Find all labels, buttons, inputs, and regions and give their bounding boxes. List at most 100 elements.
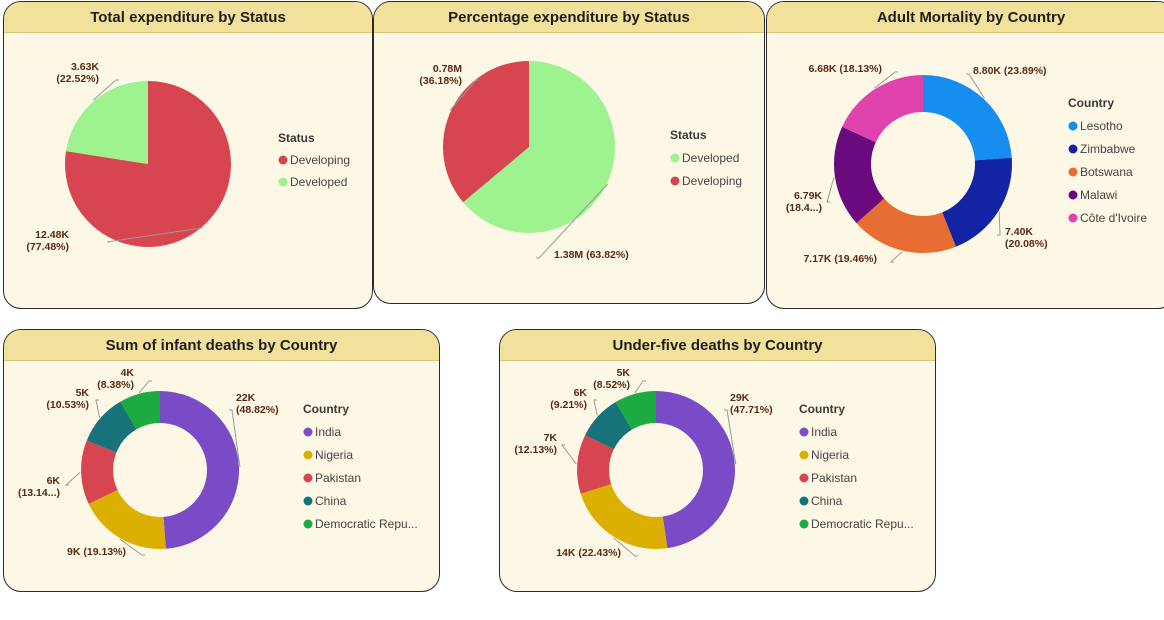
slice-malawi[interactable] [834, 126, 885, 224]
slice-democratic-repu-[interactable] [615, 391, 656, 430]
legend-item-label[interactable]: Developing [682, 174, 742, 188]
leader-line [560, 444, 577, 465]
slices [65, 80, 231, 247]
legend-marker [799, 519, 809, 529]
slices [834, 75, 1012, 253]
slice-nigeria[interactable] [580, 484, 668, 549]
chart-card-percentage-expenditure: Percentage expenditure by Status 1.38M (… [373, 1, 765, 304]
legend-item-label[interactable]: India [315, 425, 341, 439]
legend-item-label[interactable]: Botswana [1080, 165, 1133, 179]
legend-item-label[interactable]: Developed [290, 175, 347, 189]
legend-marker [1068, 167, 1078, 177]
legend-item-label[interactable]: Nigeria [315, 448, 353, 462]
legend-item-label[interactable]: Malawi [1080, 188, 1117, 202]
chart-title: Under-five deaths by Country [500, 330, 935, 361]
data-label: (48.82%) [236, 404, 279, 416]
data-label: 12.48K [35, 229, 69, 241]
legend-item-label[interactable]: China [811, 494, 843, 508]
legend-marker [1068, 190, 1078, 200]
legend-item-label[interactable]: Developed [682, 151, 739, 165]
data-label: 0.78M [433, 63, 462, 75]
slice-india[interactable] [160, 391, 240, 549]
slice-developed[interactable] [463, 61, 615, 234]
legend-marker [799, 473, 809, 483]
chart-title: Total expenditure by Status [4, 2, 372, 33]
legend-marker [278, 177, 288, 187]
slice-pakistan[interactable] [81, 440, 118, 504]
legend-item-label[interactable]: India [811, 425, 837, 439]
donut-chart: 29K(47.71%) 14K (22.43%) 7K(12.13%) 6K(9.21… [514, 367, 914, 559]
donut-chart: 8.80K (23.89%) 7.40K(20.08%) 7.17K (19.46%… [786, 63, 1148, 265]
legend-item-label[interactable]: Pakistan [315, 471, 361, 485]
leader-line [966, 73, 985, 99]
legend: Status Developing Developed [278, 131, 350, 189]
data-label: (12.13%) [514, 444, 557, 456]
legend: Country Lesotho Zimbabwe Botswana Malawi Côte… [1068, 96, 1147, 225]
slice-botswana[interactable] [856, 198, 956, 253]
legend-item-label[interactable]: Developing [290, 153, 350, 167]
legend-item-label[interactable]: Côte d'Ivoire [1080, 211, 1147, 225]
legend-marker [1068, 213, 1078, 223]
leader-line [95, 399, 101, 418]
leader-line [874, 71, 898, 89]
slice-nigeria[interactable] [88, 490, 166, 549]
data-label: (13.14...) [18, 487, 60, 499]
legend-marker [1068, 121, 1078, 131]
slice-developing[interactable] [443, 61, 529, 203]
data-label: 1.38M (63.82%) [554, 249, 629, 261]
pie-chart: 12.48K(77.48%) 3.63K(22.52%) Status Develop… [26, 61, 350, 253]
leader-line [93, 79, 119, 101]
data-label: 9K (19.13%) [67, 546, 126, 558]
pie-chart: 1.38M (63.82%) 0.78M(36.18%) Status Develop… [419, 61, 742, 261]
legend-item-label[interactable]: Democratic Repu... [315, 517, 418, 531]
leader-line [106, 227, 203, 243]
legend-marker [799, 427, 809, 437]
data-label: 7K [544, 432, 558, 444]
data-label: (77.48%) [26, 241, 69, 253]
slice-zimbabwe[interactable] [942, 157, 1012, 247]
data-label: 4K [121, 367, 135, 379]
chart-card-infant-deaths: Sum of infant deaths by Country 22K (48.8… [3, 329, 440, 592]
data-label: 29K [730, 392, 750, 404]
data-label: (47.71%) [730, 404, 773, 416]
data-label: (22.52%) [56, 73, 99, 85]
data-label: (9.21%) [550, 399, 587, 411]
leader-line [997, 211, 1001, 236]
legend-item-label[interactable]: Lesotho [1080, 119, 1123, 133]
data-label: 7.17K (19.46%) [803, 253, 877, 265]
chart-title: Sum of infant deaths by Country [4, 330, 439, 361]
legend-title: Country [799, 402, 845, 416]
slice-china[interactable] [585, 402, 633, 450]
legend-item-label[interactable]: Nigeria [811, 448, 849, 462]
data-label: 5K [76, 387, 90, 399]
legend-item-label[interactable]: Democratic Repu... [811, 517, 914, 531]
data-label: 22K [236, 392, 256, 404]
slice-pakistan[interactable] [577, 435, 614, 494]
data-label: (18.4...) [786, 202, 822, 214]
legend-marker [303, 473, 313, 483]
slice-lesotho[interactable] [923, 75, 1012, 161]
slice-china[interactable] [86, 401, 137, 453]
legend-item-label[interactable]: Pakistan [811, 471, 857, 485]
slices [577, 391, 735, 549]
leader-line [724, 409, 737, 465]
legend: Status Developed Developing [670, 128, 742, 188]
slice-india[interactable] [656, 391, 735, 549]
legend-marker [278, 155, 288, 165]
slice-democratic-repu-[interactable] [120, 391, 160, 430]
legend-item-label[interactable]: China [315, 494, 347, 508]
legend-title: Country [303, 402, 349, 416]
data-label: 6K [574, 387, 588, 399]
legend-title: Country [1068, 96, 1114, 110]
data-label: 8.80K (23.89%) [973, 65, 1047, 77]
slices [443, 61, 615, 234]
slice-c-te-d-ivoire[interactable] [842, 75, 923, 143]
legend-marker [303, 427, 313, 437]
legend-marker [670, 176, 680, 186]
data-label: (36.18%) [419, 75, 462, 87]
data-label: 6.68K (18.13%) [808, 63, 882, 75]
data-label: (8.38%) [97, 379, 134, 391]
legend-item-label[interactable]: Zimbabwe [1080, 142, 1136, 156]
legend: Country India Nigeria Pakistan China Democrat… [799, 402, 914, 531]
slice-developed[interactable] [65, 80, 148, 164]
